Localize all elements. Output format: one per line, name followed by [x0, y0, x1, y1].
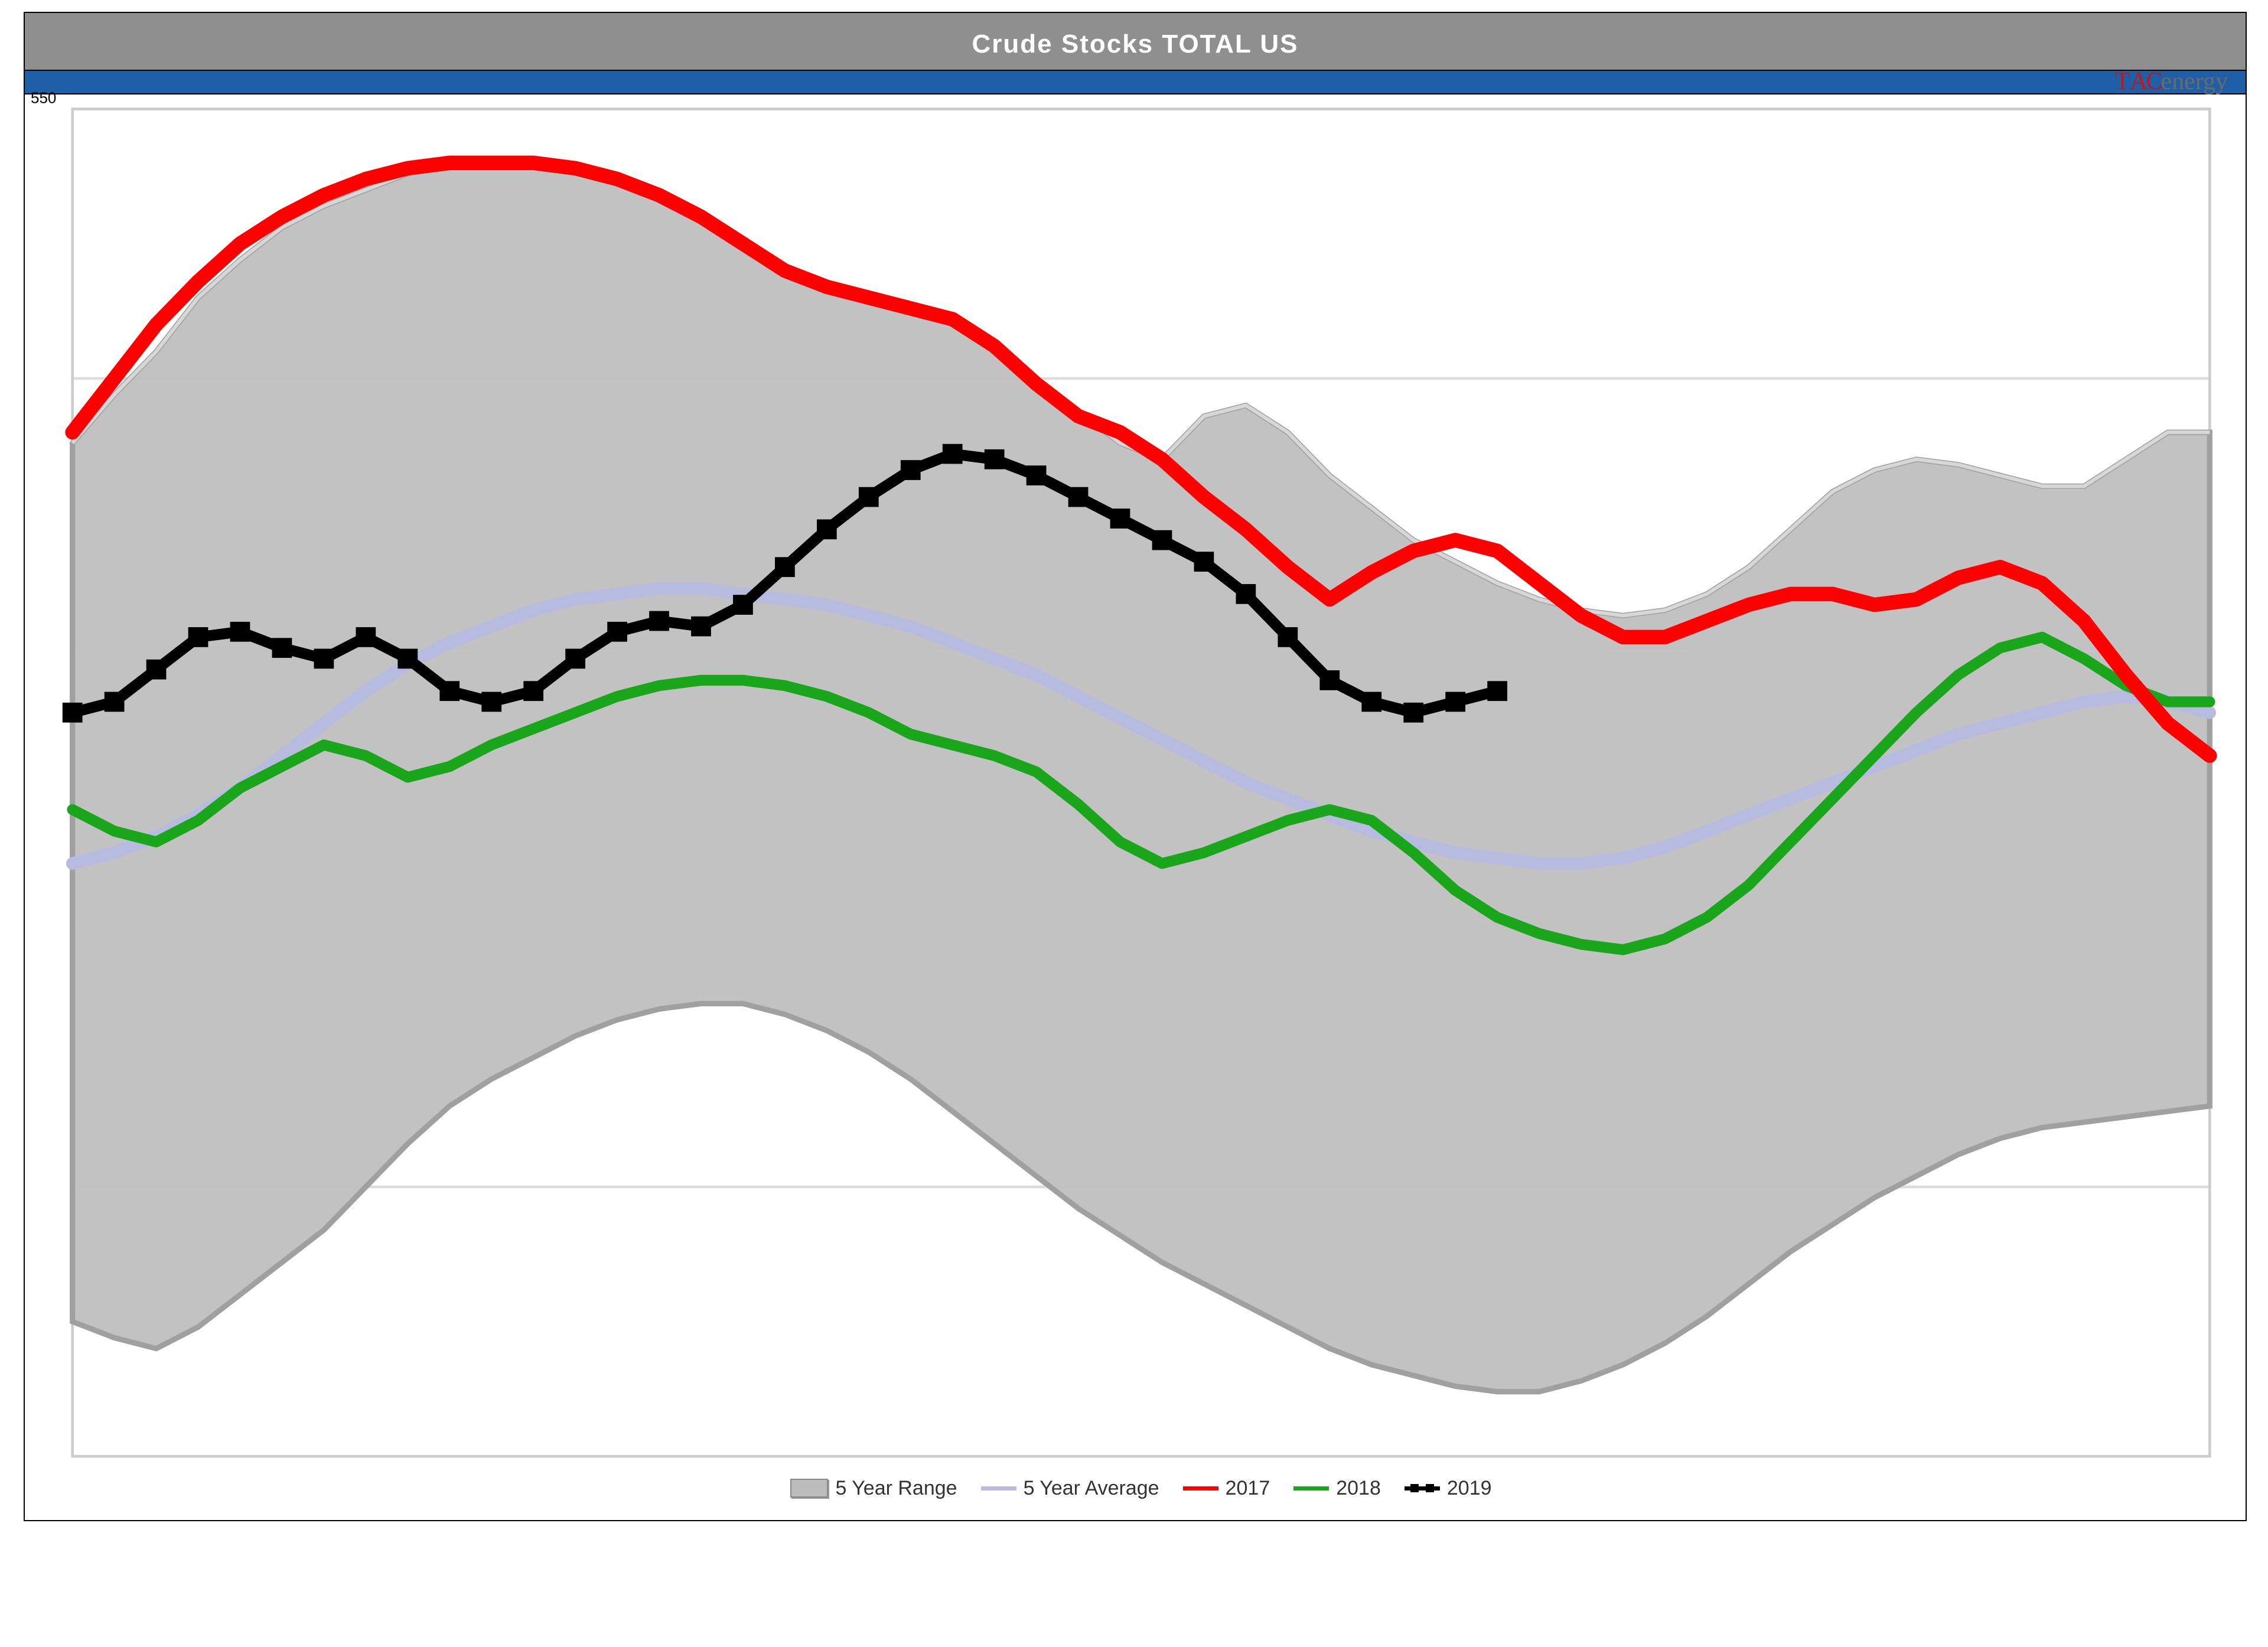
legend-item-avg: 5 Year Average: [981, 1477, 1159, 1500]
legend-item-range: 5 Year Range: [790, 1477, 957, 1500]
legend-swatch-2019: [1405, 1486, 1440, 1491]
legend-item-2017: 2017: [1183, 1477, 1270, 1500]
y-axis-tick-label: 550: [31, 89, 56, 107]
chart-frame: Crude Stocks TOTAL US TACenergy 550 5 Ye…: [24, 12, 2247, 1521]
legend-label: 2018: [1336, 1477, 1381, 1500]
accent-band: [25, 70, 2246, 94]
legend-swatch-2017: [1183, 1486, 1218, 1491]
legend-label: 2017: [1226, 1477, 1270, 1500]
legend-label: 5 Year Average: [1024, 1477, 1159, 1500]
legend-swatch-avg: [981, 1486, 1016, 1491]
legend-label: 5 Year Range: [835, 1477, 957, 1500]
legend-item-2018: 2018: [1293, 1477, 1381, 1500]
legend-swatch-range: [790, 1479, 828, 1498]
legend-item-2019: 2019: [1405, 1477, 1492, 1500]
plot-svg: [54, 94, 2228, 1471]
chart-container: Crude Stocks TOTAL US TACenergy 550 5 Ye…: [0, 0, 2268, 1545]
plot-area-wrap: 550 5 Year Range 5 Year Average 2017 2: [25, 94, 2246, 1520]
chart-title: Crude Stocks TOTAL US: [25, 13, 2246, 70]
legend-label: 2019: [1447, 1477, 1492, 1500]
legend: 5 Year Range 5 Year Average 2017 2018 20…: [54, 1471, 2228, 1502]
legend-swatch-2018: [1293, 1486, 1329, 1491]
